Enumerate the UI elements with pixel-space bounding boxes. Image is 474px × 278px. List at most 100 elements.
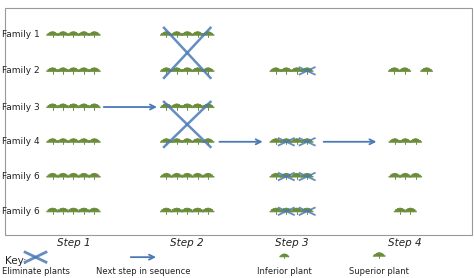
Polygon shape bbox=[182, 33, 192, 34]
Polygon shape bbox=[400, 69, 410, 70]
Polygon shape bbox=[283, 68, 290, 69]
Text: Step 2: Step 2 bbox=[171, 238, 204, 248]
Polygon shape bbox=[184, 68, 191, 69]
Polygon shape bbox=[48, 105, 57, 106]
Polygon shape bbox=[193, 174, 202, 175]
Polygon shape bbox=[280, 70, 292, 71]
Polygon shape bbox=[193, 209, 202, 210]
Polygon shape bbox=[49, 68, 56, 69]
Polygon shape bbox=[292, 140, 301, 141]
Polygon shape bbox=[280, 141, 292, 142]
Polygon shape bbox=[390, 140, 400, 141]
Polygon shape bbox=[184, 32, 191, 33]
Polygon shape bbox=[163, 139, 170, 140]
Polygon shape bbox=[79, 69, 89, 70]
Polygon shape bbox=[182, 174, 192, 175]
Polygon shape bbox=[57, 70, 69, 71]
Polygon shape bbox=[91, 208, 98, 209]
Polygon shape bbox=[203, 69, 213, 70]
Polygon shape bbox=[410, 175, 422, 177]
Polygon shape bbox=[390, 174, 400, 175]
Polygon shape bbox=[283, 208, 290, 209]
Text: Step 1: Step 1 bbox=[57, 238, 90, 248]
Polygon shape bbox=[184, 173, 191, 175]
Polygon shape bbox=[412, 139, 419, 140]
Polygon shape bbox=[171, 175, 183, 177]
Polygon shape bbox=[273, 173, 279, 175]
Polygon shape bbox=[58, 174, 68, 175]
Polygon shape bbox=[389, 175, 401, 177]
Polygon shape bbox=[193, 69, 202, 70]
Polygon shape bbox=[60, 32, 66, 33]
Polygon shape bbox=[291, 70, 303, 71]
Polygon shape bbox=[399, 141, 411, 142]
Polygon shape bbox=[291, 141, 303, 142]
Polygon shape bbox=[48, 174, 57, 175]
Polygon shape bbox=[70, 208, 77, 209]
Polygon shape bbox=[171, 34, 183, 35]
Polygon shape bbox=[69, 69, 78, 70]
Polygon shape bbox=[57, 106, 69, 107]
Polygon shape bbox=[280, 175, 292, 177]
Polygon shape bbox=[194, 173, 201, 175]
Polygon shape bbox=[163, 32, 170, 33]
Polygon shape bbox=[81, 139, 87, 140]
Text: Step 4: Step 4 bbox=[389, 238, 422, 248]
Polygon shape bbox=[81, 173, 87, 175]
Polygon shape bbox=[410, 141, 422, 142]
Polygon shape bbox=[57, 34, 69, 35]
Polygon shape bbox=[304, 173, 310, 175]
Text: Step 3: Step 3 bbox=[275, 238, 308, 248]
Polygon shape bbox=[69, 105, 78, 106]
Polygon shape bbox=[411, 140, 420, 141]
Text: Superior plant: Superior plant bbox=[349, 267, 409, 276]
Polygon shape bbox=[203, 174, 213, 175]
Polygon shape bbox=[388, 70, 401, 71]
Polygon shape bbox=[184, 104, 191, 105]
Polygon shape bbox=[163, 208, 170, 209]
Polygon shape bbox=[81, 104, 87, 105]
Polygon shape bbox=[162, 209, 171, 210]
Polygon shape bbox=[191, 141, 204, 142]
Polygon shape bbox=[291, 175, 303, 177]
Polygon shape bbox=[70, 139, 77, 140]
Polygon shape bbox=[67, 175, 80, 177]
Polygon shape bbox=[58, 33, 68, 34]
Polygon shape bbox=[280, 255, 289, 257]
Polygon shape bbox=[399, 70, 411, 71]
Polygon shape bbox=[420, 70, 433, 71]
Polygon shape bbox=[182, 209, 192, 210]
Polygon shape bbox=[389, 141, 401, 142]
Polygon shape bbox=[280, 210, 292, 212]
Polygon shape bbox=[173, 139, 180, 140]
Polygon shape bbox=[79, 105, 89, 106]
Polygon shape bbox=[194, 104, 201, 105]
Polygon shape bbox=[57, 141, 69, 142]
Polygon shape bbox=[193, 140, 202, 141]
Polygon shape bbox=[302, 174, 312, 175]
Polygon shape bbox=[49, 139, 56, 140]
Text: Family 6: Family 6 bbox=[2, 172, 40, 181]
Polygon shape bbox=[191, 34, 204, 35]
Polygon shape bbox=[46, 141, 59, 142]
Polygon shape bbox=[182, 105, 192, 106]
Polygon shape bbox=[79, 140, 89, 141]
Polygon shape bbox=[172, 105, 182, 106]
Polygon shape bbox=[291, 210, 303, 212]
Polygon shape bbox=[401, 174, 410, 175]
Polygon shape bbox=[392, 173, 398, 175]
Polygon shape bbox=[67, 34, 80, 35]
Polygon shape bbox=[173, 32, 180, 33]
Polygon shape bbox=[171, 106, 183, 107]
Polygon shape bbox=[270, 70, 282, 71]
Polygon shape bbox=[401, 140, 410, 141]
Polygon shape bbox=[163, 68, 170, 69]
Polygon shape bbox=[401, 68, 408, 69]
Polygon shape bbox=[60, 208, 66, 209]
Polygon shape bbox=[79, 174, 89, 175]
Polygon shape bbox=[49, 32, 56, 33]
Polygon shape bbox=[374, 254, 384, 255]
Polygon shape bbox=[60, 139, 66, 140]
Polygon shape bbox=[302, 140, 312, 141]
Polygon shape bbox=[271, 209, 281, 210]
